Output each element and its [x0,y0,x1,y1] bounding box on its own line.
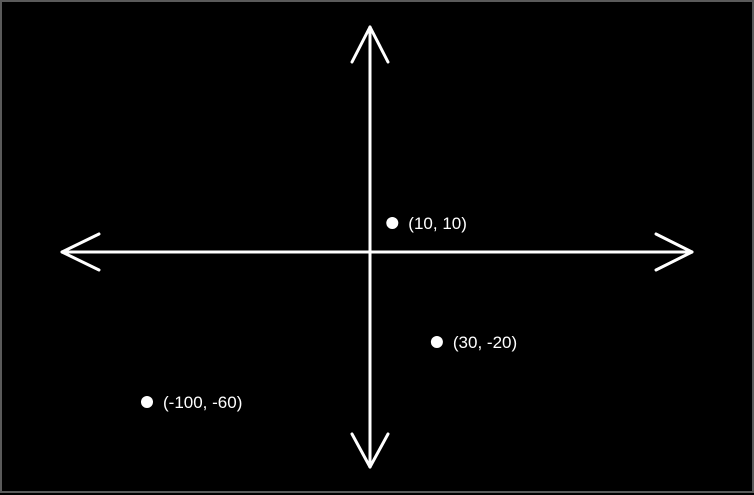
point-marker [141,396,153,408]
point-1: (30, -20) [430,333,517,352]
point-marker [430,336,443,348]
x-axis [60,232,694,272]
y-axis [350,25,390,469]
x-axis-left-arrowhead [60,232,101,272]
y-axis-bottom-arrowhead [350,432,390,469]
points-layer: (-100, -60) (30, -20) (10, 10) [141,214,517,412]
point-label: (-100, -60) [163,393,242,412]
point-2: (10, 10) [386,214,467,233]
point-0: (-100, -60) [141,393,242,412]
point-label: (30, -20) [453,333,517,352]
y-axis-top-arrowhead [350,25,390,64]
x-axis-right-arrowhead [654,232,694,272]
point-marker [386,217,399,229]
point-label: (10, 10) [408,214,467,233]
